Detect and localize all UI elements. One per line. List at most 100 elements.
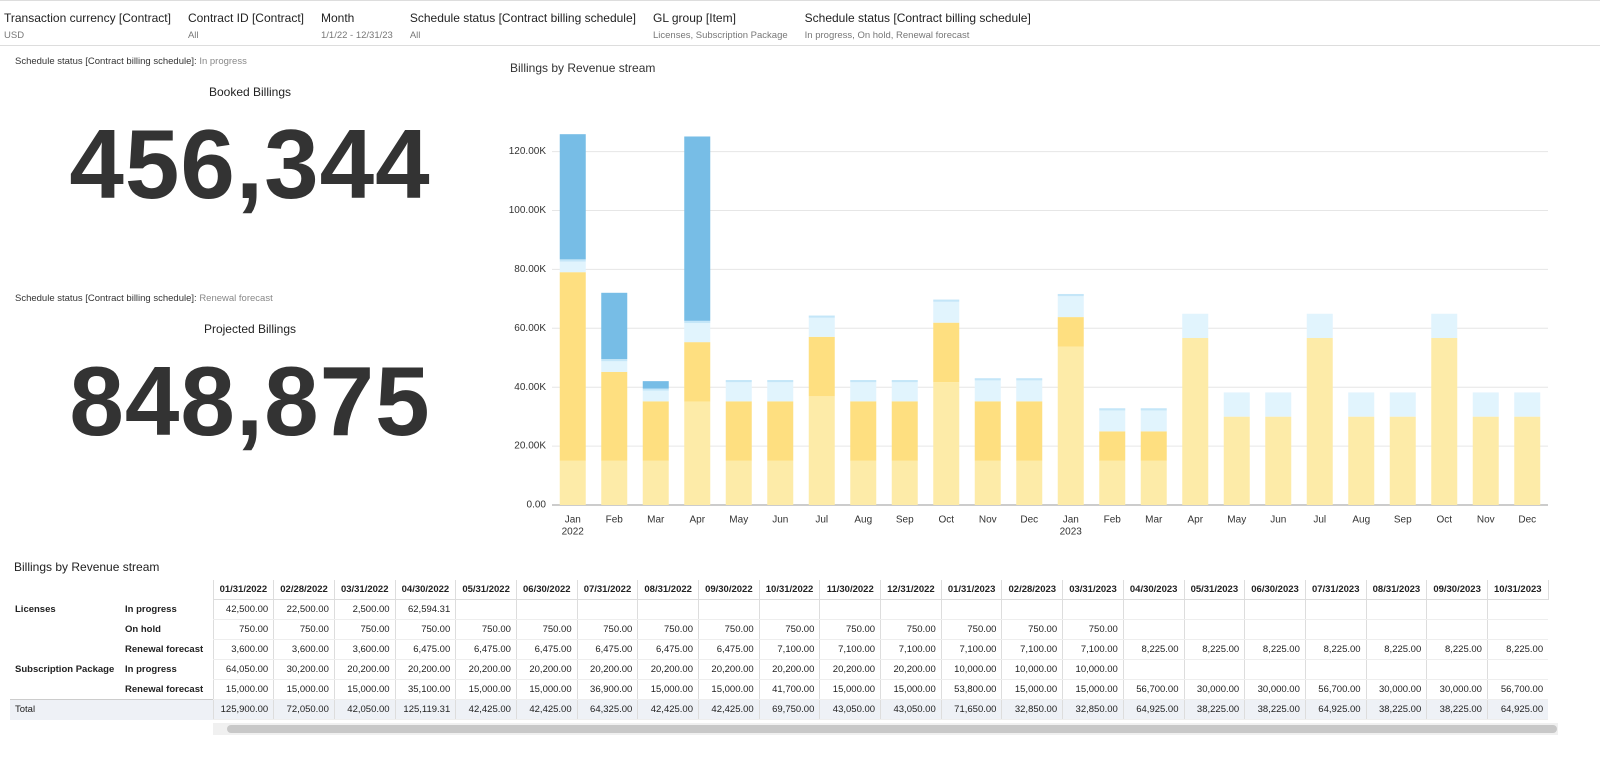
bar-segment	[1431, 313, 1458, 339]
bar-segment	[1306, 338, 1333, 505]
group-label: Subscription Package	[15, 663, 115, 675]
kpi-value: 848,875	[69, 346, 431, 456]
kpi-filter: Schedule status [Contract billing schedu…	[15, 293, 273, 304]
kpi-value: 456,344	[69, 109, 431, 219]
bar-segment	[1140, 431, 1167, 461]
cell: 15,000.00	[455, 679, 517, 700]
y-tick-label: 80.00K	[514, 264, 546, 275]
cell	[455, 599, 517, 620]
x-tick-label: May	[729, 515, 748, 526]
bar-segment	[559, 261, 586, 273]
cell: 10,000.00	[1062, 659, 1124, 680]
bar-segment	[1223, 392, 1250, 417]
bar-segment	[601, 359, 628, 362]
bar-segment	[1348, 392, 1375, 417]
filter-value: In progress, On hold, Renewal forecast	[804, 30, 970, 41]
cell	[1486, 659, 1549, 680]
x-tick-label: Oct	[938, 515, 954, 526]
bar-segment	[891, 401, 918, 461]
total-cell: 42,425.00	[698, 699, 760, 720]
filter[interactable]: Contract ID [Contract] All	[188, 1, 304, 45]
bar-segment	[1099, 408, 1126, 411]
cell	[758, 599, 820, 620]
spacer	[120, 699, 213, 720]
cell: 20,200.00	[819, 659, 881, 680]
cell: 41,700.00	[758, 679, 820, 700]
cell	[1486, 619, 1549, 640]
bar-segment	[1016, 401, 1043, 461]
bar-segment	[642, 401, 669, 461]
filter-value: All	[409, 30, 421, 41]
filter-label: Contract ID [Contract]	[187, 11, 304, 25]
cell: 36,900.00	[576, 679, 638, 700]
chart-title: Billings by Revenue stream	[510, 61, 655, 75]
bar-segment	[601, 371, 628, 461]
cell	[1244, 659, 1306, 680]
total-cell: 32,850.00	[1001, 699, 1063, 720]
total-cell: 64,925.00	[1122, 699, 1184, 720]
bar-segment	[850, 460, 877, 505]
total-cell: 42,050.00	[333, 699, 396, 720]
bar-segment	[1182, 313, 1209, 339]
column-header: 08/31/2023	[1365, 580, 1428, 600]
bar-segment	[1472, 416, 1499, 505]
column-header: 03/31/2022	[333, 580, 396, 600]
data-table: 01/31/2022 02/28/2022 03/31/2022 04/30/2022…	[10, 580, 1549, 720]
scrollbar[interactable]	[213, 723, 1558, 735]
cell: 6,475.00	[637, 639, 699, 660]
filter[interactable]: Schedule status [Contract billing schedu…	[805, 1, 1031, 45]
cell	[1122, 659, 1184, 680]
x-tick-label: Mar	[647, 515, 665, 526]
cell: 6,475.00	[455, 639, 517, 660]
cell: 30,000.00	[1183, 679, 1245, 700]
cell: 62,594.31	[394, 599, 456, 620]
table-row: On hold 750.00 750.00 750.00 750.00 750.00 750…	[10, 619, 1549, 640]
cell: 15,000.00	[273, 679, 335, 700]
table-row: Licenses In progress 42,500.00 22,500.00 2,5…	[10, 599, 1549, 620]
cell: 8,225.00	[1486, 639, 1549, 660]
table-row: Renewal forecast 15,000.00 15,000.00 15,000…	[10, 679, 1549, 700]
cell: 15,000.00	[515, 679, 578, 700]
filter[interactable]: Month 1/1/22 - 12/31/23	[321, 1, 393, 45]
total-cell: 38,225.00	[1426, 699, 1488, 720]
bar-segment	[601, 292, 628, 360]
total-cell: 38,225.00	[1244, 699, 1306, 720]
column-header: 04/30/2023	[1122, 580, 1185, 600]
cell: 6,475.00	[576, 639, 638, 660]
corner	[10, 580, 120, 600]
bar-segment	[767, 401, 794, 461]
x-tick-label: Dec	[1518, 515, 1536, 526]
x-tick-label: Aug	[854, 515, 872, 526]
x-tick-label: Apr	[689, 515, 705, 526]
bar-segment	[601, 460, 628, 505]
filter[interactable]: Schedule status [Contract billing schedu…	[410, 1, 636, 45]
bar-segment	[1099, 410, 1126, 432]
scroll-thumb[interactable]	[227, 725, 1557, 733]
column-header: 10/31/2022	[758, 580, 821, 600]
bar-segment	[1140, 408, 1167, 411]
x-tick-label: Jan	[1063, 515, 1079, 526]
bar-segment	[974, 380, 1001, 402]
cell	[1001, 599, 1063, 620]
filter[interactable]: GL group [Item] Licenses, Subscription Pa…	[653, 1, 788, 45]
cell: 10,000.00	[1001, 659, 1063, 680]
y-tick-label: 60.00K	[514, 323, 546, 334]
bar-segment	[684, 136, 711, 321]
group-label: Licenses	[15, 603, 56, 615]
bar-segment	[1057, 293, 1084, 297]
bar-segment	[725, 382, 752, 402]
x-tick-label: Feb	[1104, 515, 1122, 526]
total-cell: 64,925.00	[1304, 699, 1367, 720]
bar-segment	[1099, 431, 1126, 461]
filter[interactable]: Transaction currency [Contract] USD	[4, 1, 171, 45]
filter-bar: Transaction currency [Contract] USD Contra…	[0, 0, 1600, 46]
column-header: 06/30/2023	[1244, 580, 1306, 600]
kpi-filter-value: Renewal forecast	[199, 293, 273, 304]
x-tick-label: Jan	[565, 515, 581, 526]
bar-segment	[1223, 416, 1250, 505]
cell: 7,100.00	[758, 639, 820, 660]
bar-segment	[891, 380, 918, 383]
x-year-label: 2022	[562, 527, 585, 538]
cell	[1365, 599, 1427, 620]
